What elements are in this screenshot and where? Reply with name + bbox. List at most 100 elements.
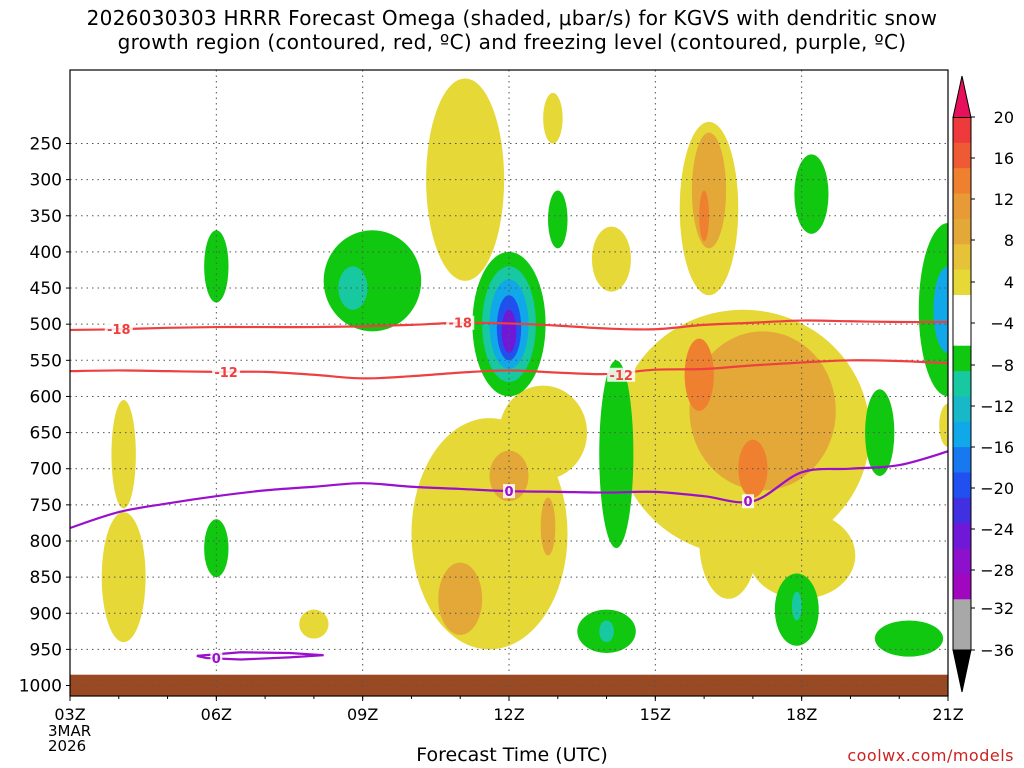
contour-label-dendritic-minus18-0: -18 — [107, 323, 131, 338]
omega-region-7 — [101, 512, 146, 643]
colorbar-band-0 — [953, 117, 971, 144]
omega-region-0 — [426, 78, 505, 281]
colorbar-label-9: −20 — [980, 479, 1014, 498]
colorbar-band-20 — [953, 624, 971, 651]
colorbar-band-18 — [953, 573, 971, 600]
y-tick-650: 650 — [30, 424, 62, 444]
omega-region-20 — [939, 403, 948, 448]
colorbar-band-7 — [953, 295, 971, 321]
omega-region-29 — [548, 190, 568, 249]
x-date-line-1: 3MAR — [48, 722, 92, 740]
colorbar-band-12 — [953, 421, 971, 448]
y-tick-700: 700 — [30, 460, 62, 480]
colorbar-cap-bottom — [952, 649, 972, 693]
colorbar-band-1 — [953, 142, 971, 169]
colorbar-band-17 — [953, 548, 971, 575]
omega-region-15 — [699, 483, 758, 599]
x-tick-12Z: 12Z — [493, 705, 524, 724]
colorbar-band-14 — [953, 472, 971, 499]
colorbar-band-19 — [953, 599, 971, 626]
y-tick-500: 500 — [30, 315, 62, 335]
y-tick-600: 600 — [30, 387, 62, 407]
omega-region-28 — [501, 309, 517, 354]
omega-region-38 — [204, 519, 229, 578]
contour-label-dendritic-minus12-0: -12 — [214, 366, 238, 381]
colorbar-label-8: −16 — [980, 438, 1014, 457]
contour-label-freezing-level-0-0: 0 — [504, 485, 513, 500]
omega-region-5 — [699, 190, 709, 242]
omega-region-32 — [599, 620, 614, 643]
x-tick-21Z: 21Z — [932, 705, 963, 724]
y-tick-350: 350 — [30, 207, 62, 227]
colorbar-label-0: 20 — [994, 108, 1014, 127]
colorbar-band-9 — [953, 345, 971, 372]
y-tick-850: 850 — [30, 568, 62, 588]
omega-region-11 — [489, 450, 529, 502]
y-axis-pressure: 250 300 350 400 450 500 550 600 650 700 750 800 850 9… — [19, 135, 70, 697]
omega-region-40 — [933, 266, 948, 354]
y-tick-800: 800 — [30, 532, 62, 552]
colorbar-label-3: 8 — [1004, 231, 1014, 250]
colorbar-band-2 — [953, 168, 971, 195]
colorbar-cap-top — [952, 75, 972, 118]
y-tick-550: 550 — [30, 351, 62, 371]
omega-region-2 — [591, 226, 631, 292]
colorbar-band-3 — [953, 193, 971, 220]
colorbar-band-8 — [953, 320, 971, 347]
y-tick-250: 250 — [30, 135, 62, 155]
contour-lines: -18 -18 -12 -12 0 0 0 — [70, 315, 948, 667]
x-tick-03Z: 03Z — [54, 705, 85, 724]
colorbar-band-10 — [953, 371, 971, 397]
omega-region-4 — [691, 132, 727, 249]
ground-below-surface — [70, 674, 948, 696]
omega-region-36 — [791, 591, 802, 621]
colorbar-band-13 — [953, 447, 971, 473]
contour-label-freezing-level-0-1: 0 — [743, 495, 752, 510]
colorbar-label-10: −24 — [980, 520, 1014, 539]
contour-label-dendritic-minus18-1: -18 — [448, 317, 472, 332]
contour-label-freezing-level-0-loop-0: 0 — [212, 652, 221, 667]
omega-region-18 — [684, 338, 714, 411]
omega-region-10 — [438, 562, 483, 635]
colorbar-band-5 — [953, 244, 971, 271]
x-tick-15Z: 15Z — [640, 705, 671, 724]
colorbar-label-13: −36 — [980, 641, 1014, 660]
omega-region-22 — [323, 230, 422, 332]
colorbar-band-15 — [953, 497, 971, 524]
x-axis-label: Forecast Time (UTC) — [416, 744, 608, 766]
omega-region-37 — [874, 620, 944, 657]
x-axis-time: 03Z 06Z 09Z 12Z 15Z 18Z 21Z — [54, 696, 964, 724]
x-date-line-2: 2026 — [48, 737, 87, 755]
omega-region-1 — [543, 92, 563, 144]
omega-region-23 — [338, 266, 368, 310]
colorbar-band-11 — [953, 396, 971, 423]
omega-region-33 — [794, 154, 829, 234]
x-tick-18Z: 18Z — [786, 705, 817, 724]
y-tick-300: 300 — [30, 171, 62, 191]
omega-region-13 — [299, 609, 329, 639]
colorbar-label-5: −4 — [990, 314, 1014, 333]
omega-region-30 — [599, 360, 634, 549]
contour-label-dendritic-minus12-1: -12 — [609, 369, 633, 384]
y-tick-400: 400 — [30, 243, 62, 263]
colorbar-label-7: −12 — [980, 397, 1014, 416]
y-tick-450: 450 — [30, 279, 62, 299]
y-tick-950: 950 — [30, 640, 62, 660]
y-tick-900: 900 — [30, 604, 62, 624]
contour-dendritic-minus18 — [70, 319, 948, 332]
chart-title: 2026030303 HRRR Forecast Omega (shaded, … — [0, 6, 1024, 54]
chart-title-line-1: 2026030303 HRRR Forecast Omega (shaded, … — [86, 6, 938, 30]
colorbar-label-6: −8 — [990, 356, 1014, 375]
x-tick-06Z: 06Z — [201, 705, 232, 724]
colorbar-band-4 — [953, 218, 971, 245]
y-tick-1000: 1000 — [19, 677, 62, 697]
colorbar-label-4: 4 — [1004, 273, 1014, 292]
ground-fill — [70, 674, 948, 696]
chart-title-line-2: growth region (contoured, red, ºC) and f… — [117, 30, 907, 54]
colorbar-label-12: −32 — [980, 599, 1014, 618]
omega-region-17 — [689, 331, 836, 491]
x-axis-date: 3MAR 2026 — [48, 724, 91, 754]
omega-region-12 — [540, 497, 556, 556]
colorbar-band-16 — [953, 523, 971, 550]
x-tick-09Z: 09Z — [347, 705, 378, 724]
